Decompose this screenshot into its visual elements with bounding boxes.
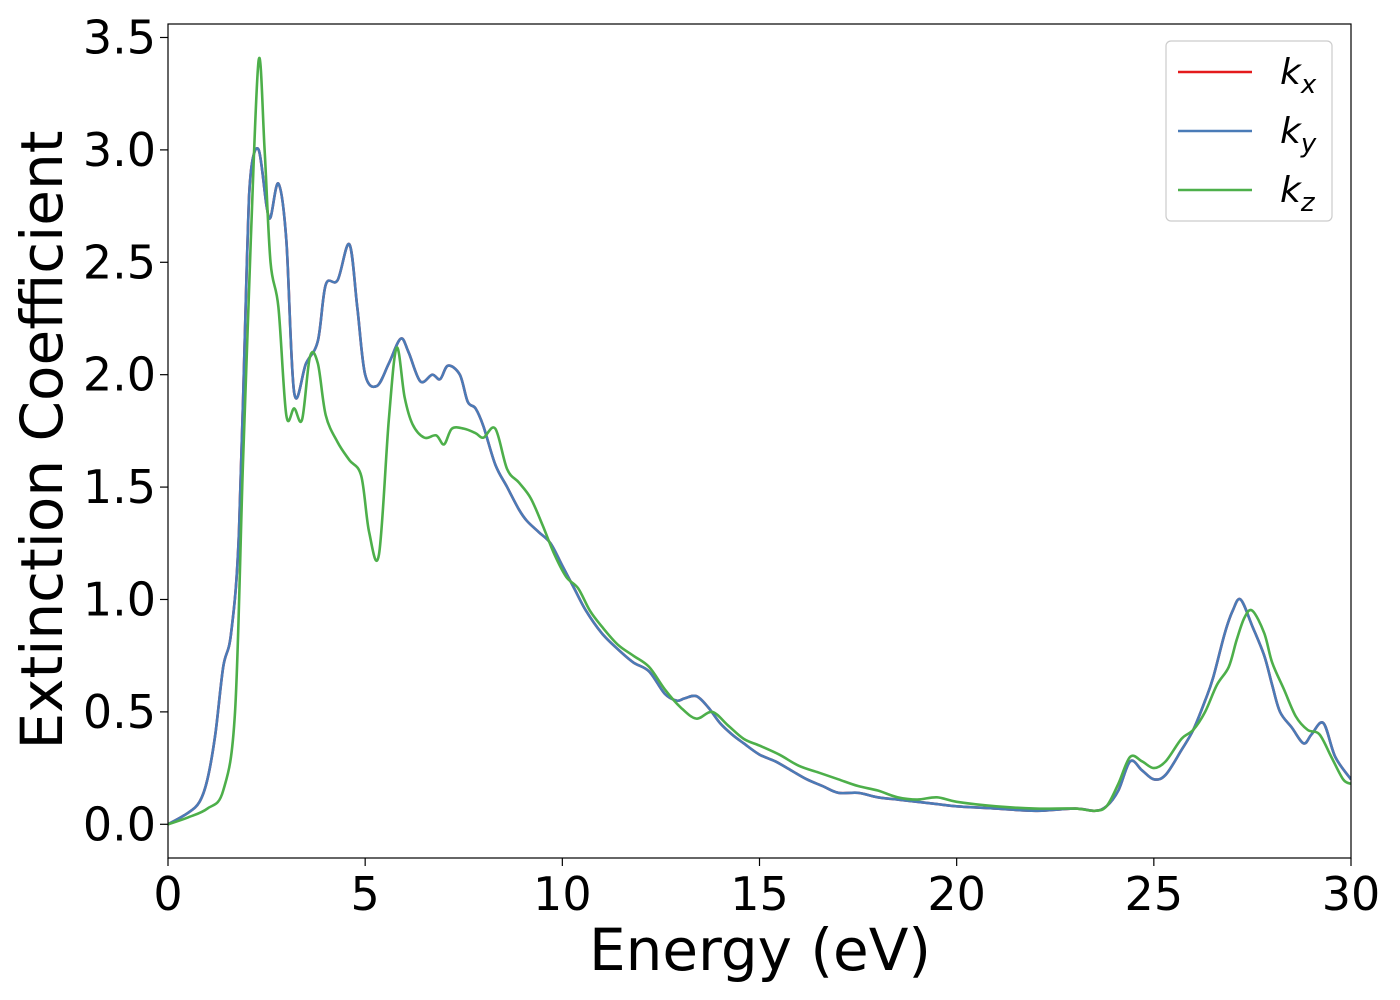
- y-tick-label: 2.5: [83, 235, 156, 289]
- legend-label-subscript: x: [1300, 70, 1317, 100]
- legend-label-subscript: z: [1300, 188, 1316, 218]
- x-tick-label: 15: [730, 867, 789, 921]
- y-axis-title: Extinction Coefficient: [8, 131, 76, 750]
- x-tick-label: 20: [927, 867, 986, 921]
- y-tick-label: 1.0: [83, 572, 156, 626]
- legend-label-z: kz: [1280, 170, 1316, 218]
- y-tick-label: 3.5: [83, 10, 156, 64]
- x-tick-label: 10: [533, 867, 592, 921]
- y-tick-label: 2.0: [83, 348, 156, 402]
- x-tick-label: 25: [1125, 867, 1184, 921]
- y-axis-ticks: 0.0 0.5 1.0 1.5 2.0 2.5 3.0 3.5: [83, 10, 168, 851]
- y-tick-label: 3.0: [83, 123, 156, 177]
- x-tick-label: 0: [153, 867, 182, 921]
- series-line-z: [168, 56, 1351, 826]
- y-tick-label: 1.5: [83, 460, 156, 514]
- legend-label-main: k: [1280, 52, 1303, 93]
- x-tick-label: 5: [351, 867, 380, 921]
- plot-lines: [168, 56, 1351, 826]
- x-tick-label: 30: [1322, 867, 1381, 921]
- x-axis-ticks: 0 5 10 15 20 25 30: [153, 858, 1380, 921]
- legend-label-y: ky: [1280, 111, 1317, 159]
- y-tick-label: 0.0: [83, 797, 156, 851]
- series-line-y: [168, 147, 1351, 826]
- legend-label-x: kx: [1280, 52, 1317, 100]
- x-axis-title: Energy (eV): [589, 916, 931, 984]
- legend-label-main: k: [1280, 111, 1303, 152]
- legend-label-main: k: [1280, 170, 1303, 211]
- y-tick-label: 0.5: [83, 685, 156, 739]
- legend-label-subscript: y: [1300, 129, 1317, 159]
